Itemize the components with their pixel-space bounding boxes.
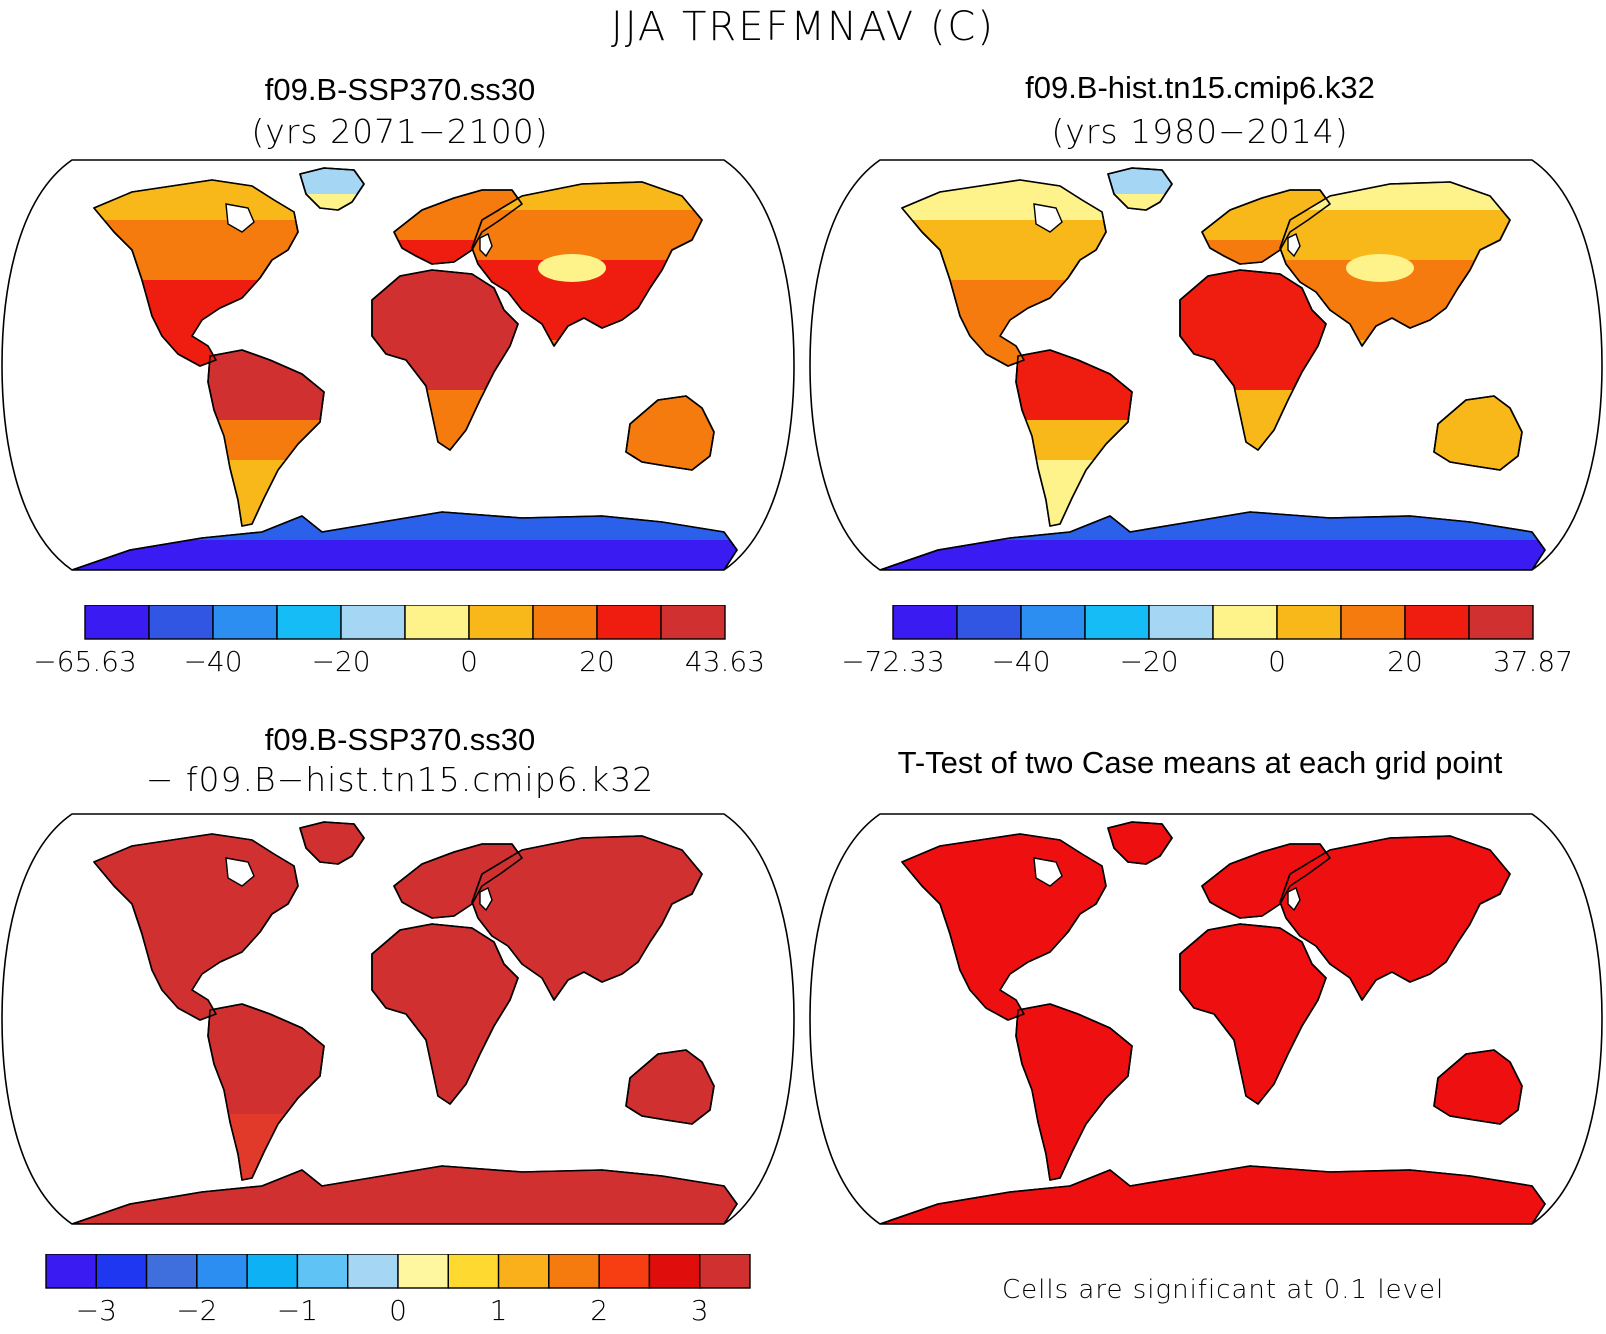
colorbar-swatch: [1020, 605, 1086, 640]
colorbar-tick-label: 0: [460, 645, 478, 678]
caspian-sea: [479, 887, 493, 912]
tibet-region: [538, 254, 606, 282]
panel-2-subtitle: (yrs 1980−2014): [1051, 112, 1349, 151]
colorbar-tick-label: 3: [691, 1294, 709, 1327]
colorbar-swatch: [212, 605, 278, 640]
colorbar-swatch: [45, 1254, 97, 1289]
colorbar-swatch: [548, 1254, 600, 1289]
world-map-svg: [809, 159, 1603, 571]
colorbar-swatch: [1404, 605, 1470, 640]
panel-2-title: f09.B-hist.tn15.cmip6.k32: [1025, 70, 1375, 105]
colorbar-swatch: [347, 1254, 399, 1289]
colorbar-tick-label: −40: [991, 645, 1050, 678]
caspian-sea: [1287, 233, 1301, 258]
panel-3-colorbar: −3 −2 −1 0 1 2 3: [0, 1254, 1606, 1334]
colorbar-tick-label: 1: [490, 1294, 508, 1327]
colorbar-tick-label: −40: [183, 645, 242, 678]
panel-3-map: [0, 812, 796, 1226]
figure-title: JJA TREFMNAV (C): [611, 4, 995, 50]
colorbar-swatch: [660, 605, 726, 640]
caspian-sea: [479, 233, 493, 258]
panel-1-title: f09.B-SSP370.ss30: [264, 72, 536, 107]
colorbar-tick-label: 20: [579, 645, 615, 678]
world-map-svg: [1, 813, 795, 1225]
colorbar-swatch: [1468, 605, 1534, 640]
colorbar-swatch: [95, 1254, 148, 1289]
colorbar-tick-label: −1: [277, 1294, 318, 1327]
colorbar-swatch: [145, 1254, 198, 1289]
caspian-sea: [1287, 887, 1301, 912]
colorbar-tick-label: −72.33: [841, 645, 945, 678]
colorbar-swatch: [1212, 605, 1278, 640]
hudson-bay: [225, 857, 255, 887]
colorbar-swatch: [296, 1254, 349, 1289]
panel-4-title: T-Test of two Case means at each grid po…: [897, 745, 1503, 780]
colorbar-tick-label: −20: [311, 645, 370, 678]
colorbar-swatch: [447, 1254, 500, 1289]
world-map-svg: [809, 813, 1603, 1225]
hudson-bay: [1033, 203, 1063, 233]
colorbar-tick-label: −20: [1119, 645, 1178, 678]
colorbar-tick-label: 20: [1387, 645, 1423, 678]
significance-note: Cells are significant at 0.1 level: [1002, 1275, 1445, 1305]
colorbar-swatch: [246, 1254, 299, 1289]
panel-1-map: [0, 158, 796, 572]
panel-3-subtitle: − f09.B−hist.tn15.cmip6.k32: [145, 760, 655, 799]
colorbar-swatch: [699, 1254, 751, 1289]
hudson-bay: [225, 203, 255, 233]
colorbar-tick-label: −65.63: [33, 645, 137, 678]
panel-1-colorbar: −65.63 −40 −20 0 20 43.63: [0, 605, 1606, 685]
map-border: [1, 159, 795, 571]
colorbar-tick-label: 43.63: [685, 645, 765, 678]
colorbar-tick-label: −3: [76, 1294, 117, 1327]
hudson-bay: [1033, 857, 1063, 887]
map-border: [1, 813, 795, 1225]
panel-3-title: f09.B-SSP370.ss30: [264, 722, 536, 757]
colorbar-swatch: [196, 1254, 248, 1289]
colorbar-tick-label: 0: [389, 1294, 407, 1327]
colorbar-swatch: [648, 1254, 701, 1289]
panel-2-map: [808, 158, 1604, 572]
map-border: [809, 159, 1603, 571]
colorbar-svg: −3 −2 −1 0 1 2 3: [45, 1254, 751, 1327]
tibet-region: [1346, 254, 1414, 282]
colorbar-swatch: [1148, 605, 1214, 640]
colorbar-swatch: [468, 605, 534, 640]
panel-2-colorbar: −72.33 −40 −20 0 20 37.87: [0, 605, 1606, 685]
panel-4-map: [808, 812, 1604, 1226]
colorbar-swatch: [956, 605, 1022, 640]
colorbar-swatch: [532, 605, 598, 640]
colorbar-swatch: [497, 1254, 550, 1289]
map-border: [809, 813, 1603, 1225]
colorbar-swatch: [276, 605, 342, 640]
world-map-svg: [1, 159, 795, 571]
colorbar-tick-label: 2: [590, 1294, 608, 1327]
colorbar-tick-label: −2: [176, 1294, 217, 1327]
colorbar-tick-label: 37.87: [1493, 645, 1573, 678]
colorbar-swatch: [1276, 605, 1342, 640]
colorbar-swatch: [596, 605, 662, 640]
colorbar-swatch: [397, 1254, 449, 1289]
colorbar-svg: −72.33 −40 −20 0 20 37.87: [841, 605, 1573, 678]
colorbar-tick-label: 0: [1268, 645, 1286, 678]
tibet-region: [538, 908, 606, 936]
colorbar-swatch: [84, 605, 150, 640]
colorbar-swatch: [892, 605, 958, 640]
tibet-region: [1346, 908, 1414, 936]
colorbar-svg: −65.63 −40 −20 0 20 43.63: [33, 605, 765, 678]
panel-1-subtitle: (yrs 2071−2100): [251, 112, 549, 151]
colorbar-swatch: [1340, 605, 1406, 640]
colorbar-swatch: [598, 1254, 651, 1289]
colorbar-swatch: [1084, 605, 1150, 640]
